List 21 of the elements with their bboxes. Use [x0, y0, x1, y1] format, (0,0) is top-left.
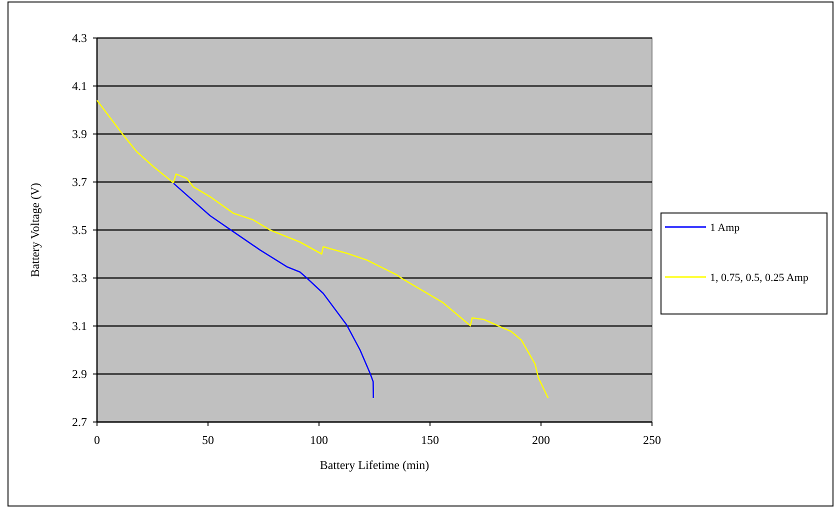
y-tick-label: 2.9 [72, 367, 87, 382]
y-tick-label: 2.7 [72, 415, 87, 430]
y-tick-label: 4.1 [72, 79, 87, 94]
y-tick-label: 3.9 [72, 127, 87, 142]
x-tick-label: 0 [94, 433, 100, 447]
legend-label: 1 Amp [710, 222, 740, 234]
y-tick-label: 3.1 [72, 319, 87, 334]
y-tick-label: 3.5 [72, 223, 87, 238]
x-axis-title: Battery Lifetime (min) [320, 458, 430, 472]
x-tick-label: 150 [421, 433, 439, 447]
x-tick-label: 50 [202, 433, 214, 447]
y-tick-label: 3.3 [72, 271, 87, 286]
legend-label: 1, 0.75, 0.5, 0.25 Amp [710, 272, 809, 284]
x-tick-label: 200 [532, 433, 550, 447]
y-axis-title: Battery Voltage (V) [28, 182, 42, 278]
line-series [172, 182, 374, 399]
y-tick-label: 4.3 [72, 31, 87, 46]
x-tick-label: 100 [310, 433, 328, 447]
y-tick-label: 3.7 [72, 175, 87, 190]
x-tick-label: 250 [643, 433, 661, 447]
line-series [96, 100, 549, 399]
